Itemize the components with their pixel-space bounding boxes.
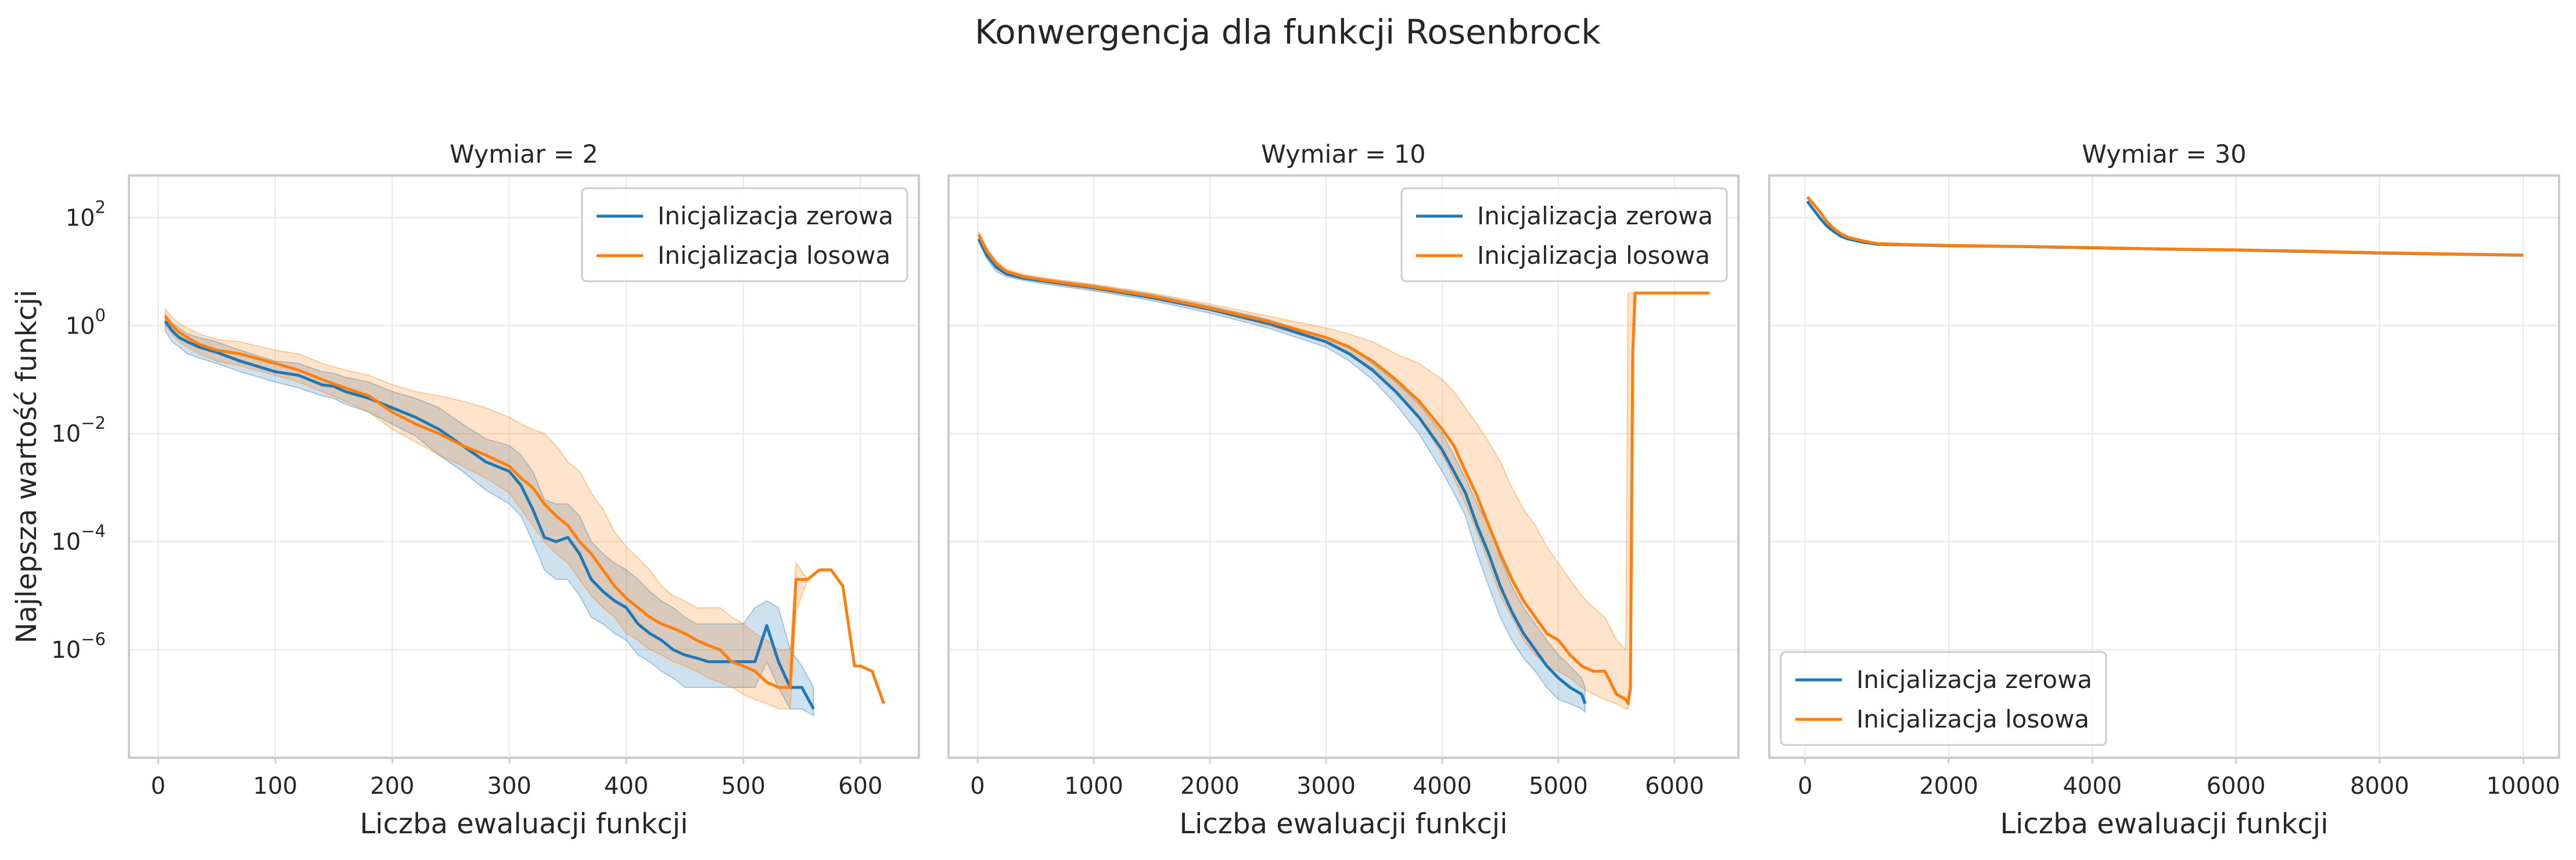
chart-panel-2: Wymiar = 10 0 1000 2000 3000 4000 5000 6000 Licz…	[947, 140, 1740, 840]
chart-panel-1: Wymiar = 2 0 100 200 300 400 500 600 Liczba ewal…	[10, 140, 920, 840]
x-tick-label: 10000	[2487, 773, 2560, 800]
y-tick-label: 102	[66, 197, 106, 231]
series-line-random	[1806, 196, 2524, 257]
x-tick-label: 0	[151, 773, 166, 800]
x-tick-label: 5000	[1529, 773, 1588, 800]
series-line-random	[164, 315, 885, 704]
legend-label-zero: Inicjalizacja zerowa	[1856, 665, 2092, 694]
x-tick-label: 1000	[1064, 773, 1123, 800]
x-tick-label: 0	[970, 773, 985, 800]
confidence-band-zero	[164, 313, 814, 717]
plot-area	[164, 307, 885, 717]
x-tick-label: 3000	[1296, 773, 1356, 800]
chart-panel-3: Wymiar = 30 0 2000 4000 6000 8000 10000 Liczba …	[1768, 140, 2560, 840]
legend-label-zero: Inicjalizacja zerowa	[658, 202, 893, 230]
axes-frame	[128, 174, 920, 759]
legend-box	[1400, 187, 1728, 282]
legend-box	[581, 187, 908, 282]
legend-label-random: Inicjalizacja losowa	[658, 241, 890, 270]
legend-label-zero: Inicjalizacja zerowa	[1477, 202, 1713, 230]
x-tick-label: 200	[370, 773, 414, 800]
x-axis-label: Liczba ewaluacji funkcji	[360, 808, 688, 840]
panel-title: Wymiar = 10	[1261, 140, 1425, 169]
x-tick-label: 2000	[1919, 773, 1978, 800]
x-tick-label: 400	[604, 773, 648, 800]
x-tick-label: 8000	[2350, 773, 2409, 800]
y-tick-label: 10−4	[51, 521, 106, 556]
series-line-random	[977, 234, 1709, 705]
x-tick-label: 6000	[2207, 773, 2266, 800]
x-axis-label: Liczba ewaluacji funkcji	[2000, 808, 2328, 840]
confidence-band-random	[978, 231, 1709, 709]
legend: Inicjalizacja zerowa Inicjalizacja losowa	[581, 187, 908, 282]
plot-area	[1806, 196, 2524, 257]
series-line-zero	[1806, 200, 2524, 257]
legend-label-random: Inicjalizacja losowa	[1477, 241, 1710, 270]
x-tick-label: 4000	[1413, 773, 1472, 800]
axes-layer: Wymiar = 2 0 100 200 300 400 500 600 Liczba ewal…	[10, 140, 2560, 840]
series-line-zero	[164, 320, 815, 710]
legend: Inicjalizacja zerowa Inicjalizacja losowa	[1400, 187, 1728, 282]
x-tick-label: 6000	[1645, 773, 1704, 800]
x-tick-label: 100	[253, 773, 297, 800]
y-tick-label: 10−6	[51, 629, 106, 664]
plot-area	[977, 231, 1709, 714]
x-tick-label: 600	[838, 773, 882, 800]
legend-label-random: Inicjalizacja losowa	[1856, 705, 2089, 733]
legend-box	[1780, 651, 2107, 746]
x-tick-label: 300	[487, 773, 531, 800]
legend: Inicjalizacja zerowa Inicjalizacja losowa	[1780, 651, 2107, 746]
axes-frame	[947, 174, 1740, 759]
x-tick-label: 2000	[1180, 773, 1240, 800]
x-tick-label: 4000	[2063, 773, 2122, 800]
y-tick-label: 100	[66, 305, 106, 339]
figure-title: Konwergencja dla funkcji Rosenbrock	[975, 12, 1601, 52]
x-tick-label: 0	[1798, 773, 1812, 800]
x-axis-label: Liczba ewaluacji funkcji	[1179, 808, 1507, 840]
y-axis-label: Najlepsza wartość funkcji	[10, 290, 43, 644]
y-tick-label: 10−2	[51, 413, 106, 447]
x-tick-label: 500	[721, 773, 766, 800]
panel-title: Wymiar = 2	[450, 140, 598, 169]
panel-title: Wymiar = 30	[2082, 140, 2246, 169]
axes-frame	[1768, 174, 2560, 759]
